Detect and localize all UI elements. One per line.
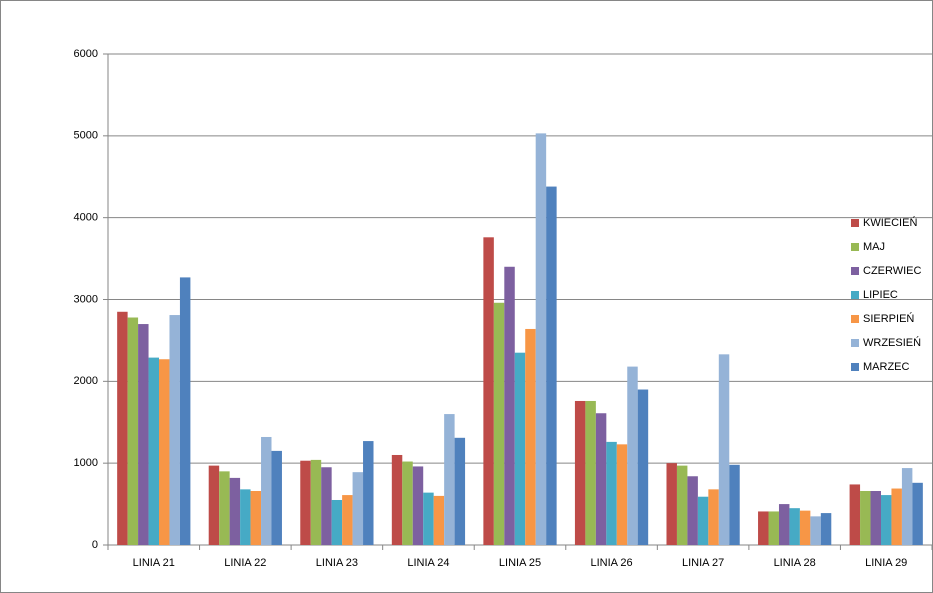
x-tick-label: LINIA 29 bbox=[865, 557, 907, 569]
legend-swatch bbox=[851, 315, 859, 323]
legend-label: MARZEC bbox=[863, 361, 910, 373]
x-tick-label: LINIA 24 bbox=[407, 557, 449, 569]
bar bbox=[546, 186, 557, 545]
bar bbox=[321, 467, 332, 545]
bar bbox=[849, 484, 861, 545]
legend-swatch bbox=[851, 219, 859, 227]
y-tick-label: 0 bbox=[92, 539, 98, 551]
y-tick-label: 3000 bbox=[74, 293, 98, 305]
bar bbox=[117, 311, 128, 545]
bar bbox=[729, 464, 740, 545]
bar bbox=[637, 389, 649, 545]
bar bbox=[595, 413, 607, 545]
legend-label: CZERWIEC bbox=[863, 265, 922, 277]
legend-label: SIERPIEŃ bbox=[863, 312, 914, 325]
y-tick-label: 6000 bbox=[74, 48, 98, 60]
y-tick-label: 2000 bbox=[74, 375, 98, 387]
bar bbox=[271, 450, 282, 545]
bar bbox=[219, 471, 230, 545]
bar bbox=[363, 441, 374, 545]
bar bbox=[127, 317, 139, 545]
bar bbox=[860, 490, 871, 545]
x-tick-label: LINIA 28 bbox=[774, 557, 816, 569]
bar bbox=[697, 496, 709, 545]
bar bbox=[820, 513, 832, 545]
bar bbox=[525, 328, 536, 545]
y-tick-label: 1000 bbox=[74, 457, 98, 469]
bar bbox=[159, 359, 170, 545]
bar bbox=[310, 459, 322, 545]
bar bbox=[912, 482, 923, 545]
bar bbox=[768, 511, 779, 545]
y-tick-label: 5000 bbox=[74, 130, 98, 142]
legend-swatch bbox=[851, 363, 859, 371]
bar bbox=[616, 444, 628, 545]
bar bbox=[138, 324, 149, 545]
bar bbox=[261, 436, 272, 545]
bar bbox=[574, 400, 586, 545]
bar bbox=[433, 495, 445, 545]
bar bbox=[444, 414, 455, 545]
bar bbox=[331, 499, 343, 545]
bar bbox=[718, 354, 730, 545]
bar bbox=[535, 133, 547, 545]
bar bbox=[148, 357, 160, 545]
bar bbox=[169, 315, 180, 545]
bar bbox=[778, 504, 790, 545]
bar bbox=[412, 466, 424, 545]
x-tick-label: LINIA 23 bbox=[316, 557, 358, 569]
bar bbox=[891, 488, 902, 545]
bar bbox=[901, 468, 913, 545]
bar bbox=[493, 302, 505, 545]
bar bbox=[504, 266, 515, 545]
bar bbox=[880, 495, 892, 545]
bar bbox=[810, 516, 821, 545]
bar bbox=[423, 492, 434, 545]
bar bbox=[585, 400, 596, 545]
legend-label: LIPIEC bbox=[863, 289, 898, 301]
bar bbox=[870, 490, 881, 545]
bar bbox=[179, 277, 191, 545]
legend-swatch bbox=[851, 267, 859, 275]
bar bbox=[240, 489, 251, 545]
bar bbox=[514, 352, 526, 545]
x-tick-label: LINIA 25 bbox=[499, 557, 541, 569]
legend-label: MAJ bbox=[863, 241, 885, 253]
x-tick-label: LINIA 26 bbox=[590, 557, 632, 569]
legend-label: KWIECIEŃ bbox=[863, 216, 917, 229]
bar bbox=[454, 437, 466, 545]
bar bbox=[229, 477, 241, 545]
legend-swatch bbox=[851, 339, 859, 347]
bar bbox=[687, 476, 698, 545]
bar bbox=[352, 472, 364, 545]
legend-label: WRZESIEŃ bbox=[863, 336, 921, 349]
legend-swatch bbox=[851, 243, 859, 251]
bar bbox=[799, 510, 811, 545]
bar bbox=[676, 465, 688, 545]
bar bbox=[250, 490, 262, 545]
bar bbox=[483, 237, 494, 545]
bar bbox=[300, 460, 311, 545]
bar bbox=[627, 366, 638, 545]
bar bbox=[342, 495, 353, 545]
bar bbox=[208, 465, 220, 545]
legend-swatch bbox=[851, 291, 859, 299]
bar bbox=[758, 511, 769, 545]
bar bbox=[789, 508, 800, 545]
bar bbox=[402, 461, 413, 545]
x-tick-label: LINIA 27 bbox=[682, 557, 724, 569]
bar bbox=[666, 463, 677, 545]
bar bbox=[391, 454, 403, 545]
x-tick-label: LINIA 21 bbox=[133, 557, 175, 569]
bar bbox=[606, 441, 617, 545]
x-tick-label: LINIA 22 bbox=[224, 557, 266, 569]
bar bbox=[708, 489, 719, 545]
y-tick-label: 4000 bbox=[74, 212, 98, 224]
